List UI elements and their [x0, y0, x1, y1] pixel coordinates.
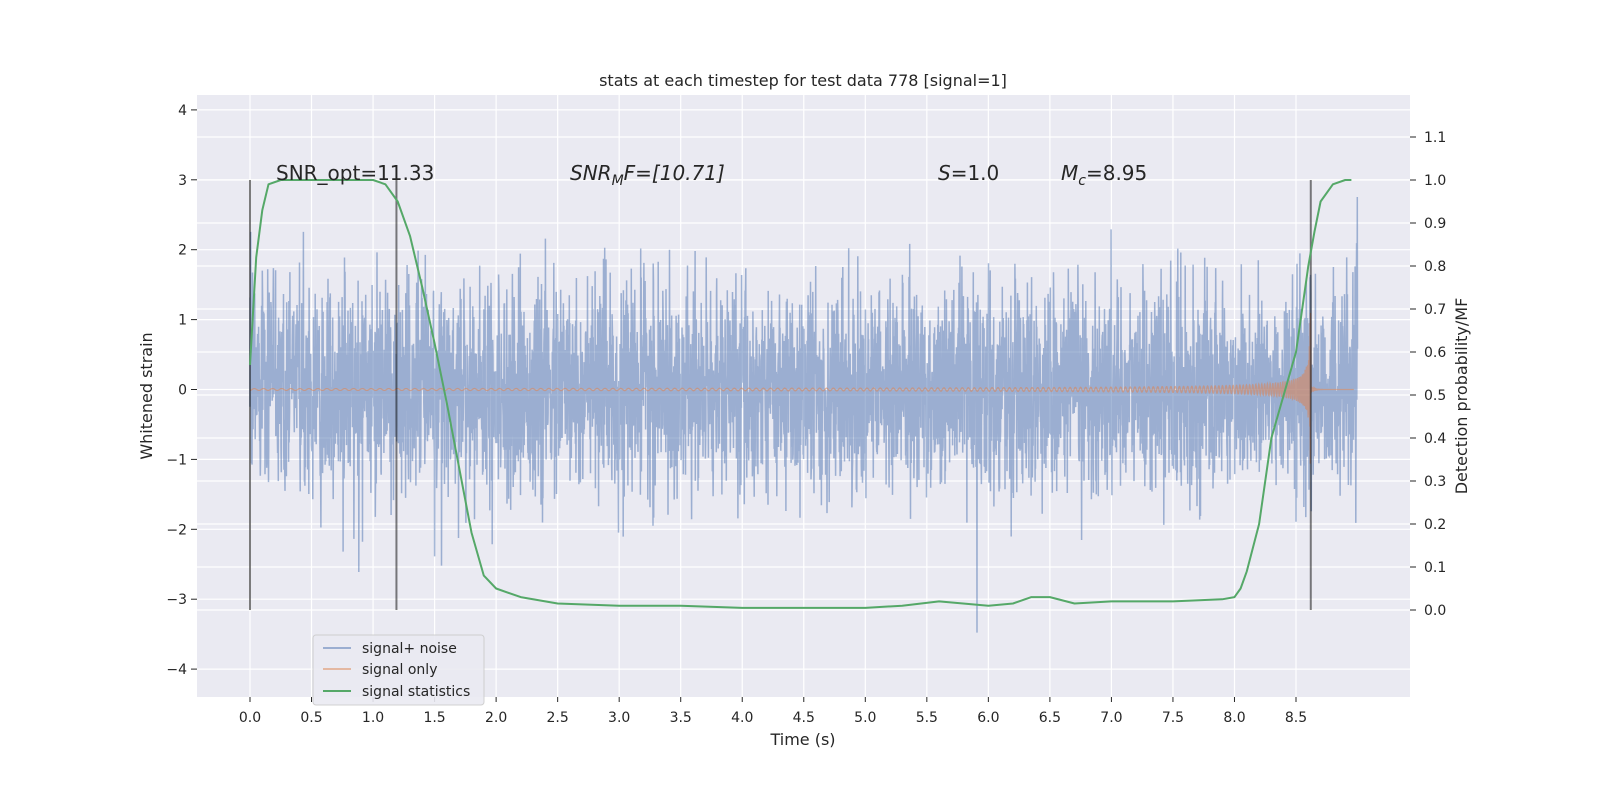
x-tick-label: 8.5 [1285, 710, 1307, 726]
snr-mf-sub: M [612, 173, 624, 189]
x-tick-label: 1.5 [423, 710, 445, 726]
x-tick-label: 2.0 [485, 710, 507, 726]
y-tick-label: −4 [166, 662, 187, 678]
s-label: S [938, 161, 951, 185]
y-axis-label: Whitened strain [137, 332, 156, 459]
x-tick-label: 2.5 [547, 710, 569, 726]
x-tick-label: 5.0 [854, 710, 876, 726]
mc-sub: c [1078, 173, 1086, 189]
x-tick-label: 3.0 [608, 710, 630, 726]
x-tick-label: 0.5 [300, 710, 322, 726]
y-tick-label: 0 [178, 383, 187, 399]
y-right-tick-label: 0.9 [1424, 216, 1446, 232]
x-tick-label: 7.0 [1100, 710, 1122, 726]
series-signal-plus-noise [249, 196, 1359, 633]
y-tick-label: −1 [166, 452, 187, 468]
x-axis-label: Time (s) [769, 730, 835, 749]
y-right-tick-label: 1.1 [1424, 130, 1446, 146]
legend-label-stats: signal statistics [362, 684, 470, 700]
x-tick-label: 6.5 [1039, 710, 1061, 726]
y-tick-label: 4 [178, 103, 187, 119]
series-signal-statistics [249, 179, 1352, 609]
y-right-tick-label: 0.8 [1424, 259, 1446, 275]
y-right-tick-label: 0.3 [1424, 474, 1446, 490]
x-tick-label: 6.0 [977, 710, 999, 726]
x-tick-label: 7.5 [1162, 710, 1184, 726]
snr-mf-rest: F=[10.71] [624, 161, 725, 185]
y-right-tick-label: 0.5 [1424, 388, 1446, 404]
stats-line [249, 179, 1352, 609]
mc-label: M [1061, 161, 1078, 185]
legend-label-noise: signal+ noise [362, 641, 457, 657]
noise-line [249, 196, 1359, 633]
x-tick-label: 3.5 [670, 710, 692, 726]
x-tick-label: 0.0 [239, 710, 261, 726]
legend-box [312, 634, 485, 706]
y-right-tick-label: 0.0 [1424, 603, 1446, 619]
legend: signal+ noise signal only signal statist… [312, 634, 485, 706]
s-rest: =1.0 [951, 161, 1000, 185]
y-right-tick-label: 0.1 [1424, 560, 1446, 576]
x-tick-label: 4.0 [731, 710, 753, 726]
y-tick-label: 3 [178, 173, 187, 189]
y-axis-right-label: Detection probability/MF [1452, 298, 1471, 495]
x-tick-label: 5.5 [916, 710, 938, 726]
legend-label-signal: signal only [362, 662, 437, 678]
snr-mf-label: SNR [570, 161, 612, 185]
y-right-tick-label: 0.2 [1424, 517, 1446, 533]
y-tick-label: 1 [178, 313, 187, 329]
y-right-tick-label: 0.6 [1424, 345, 1446, 361]
x-tick-label: 8.0 [1223, 710, 1245, 726]
y-right-tick-label: 1.0 [1424, 173, 1446, 189]
y-tick-label: −2 [166, 522, 187, 538]
annotation-snr-opt: SNR_opt=11.33 [276, 161, 434, 185]
x-tick-label: 4.5 [793, 710, 815, 726]
y-right-tick-label: 0.4 [1424, 431, 1446, 447]
y-tick-label: 2 [178, 243, 187, 259]
y-tick-label: −3 [166, 592, 187, 608]
annotation-s: S=1.0 [938, 161, 999, 185]
annotation-snr-mf: SNRMF=[10.71] [570, 161, 725, 189]
series-signal-only [249, 312, 1354, 464]
chart-title: stats at each timestep for test data 778… [599, 71, 1007, 90]
x-tick-label: 1.0 [362, 710, 384, 726]
mc-rest: =8.95 [1086, 161, 1147, 185]
y-right-tick-label: 0.7 [1424, 302, 1446, 318]
ticks: 0.0 0.5 1.0 1.5 2.0 2.5 3.0 3.5 4.0 4.5 5.0 5.5 6.0 6… [166, 103, 1446, 726]
signal-line [249, 312, 1354, 464]
annotation-mc: Mc=8.95 [1061, 161, 1147, 189]
